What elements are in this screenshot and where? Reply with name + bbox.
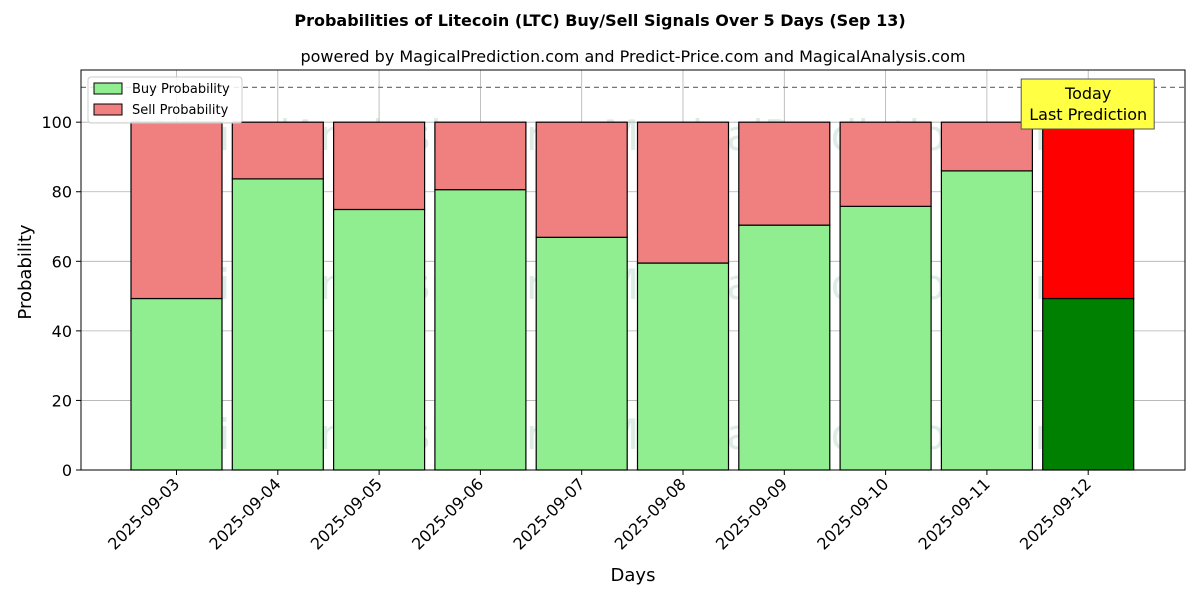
- sell-bar: [636, 121, 730, 264]
- legend-box: [87, 76, 243, 124]
- buy-bar: [738, 224, 831, 471]
- y-tick-label: 60: [52, 252, 72, 271]
- buy-bar: [535, 236, 628, 471]
- y-tick-label: 0: [62, 461, 72, 480]
- buy-bar: [1042, 297, 1135, 471]
- plot-area: MagicalAnalysis.comMagicalPrediction.com…: [41, 69, 1186, 554]
- buy-bar: [839, 205, 932, 471]
- x-tick-label: 2025-09-10: [813, 474, 892, 553]
- x-axis-label: Days: [611, 565, 656, 586]
- y-tick-label: 40: [52, 322, 72, 341]
- x-tick-label: 2025-09-03: [104, 474, 183, 553]
- x-tick-label: 2025-09-04: [205, 474, 284, 553]
- sell-bar: [1042, 121, 1135, 300]
- buy-bar: [940, 170, 1034, 471]
- buy-bar: [130, 297, 223, 471]
- y-tick-label: 80: [52, 183, 72, 202]
- sell-bar: [434, 121, 527, 191]
- x-tick-label: 2025-09-09: [712, 474, 791, 553]
- buy-bar: [434, 189, 527, 471]
- sell-bar: [839, 121, 932, 207]
- legend-swatch: [93, 103, 123, 116]
- sell-bar: [130, 121, 223, 300]
- annotation-text: Today: [1064, 84, 1111, 103]
- chart-title: Probabilities of Litecoin (LTC) Buy/Sell…: [294, 11, 905, 30]
- plot-frame: [80, 69, 1186, 471]
- sell-bar: [738, 121, 831, 226]
- y-tick-label: 20: [52, 391, 72, 410]
- annotation-box: [1020, 78, 1155, 130]
- legend-label: Sell Probability: [132, 103, 229, 118]
- sell-bar: [940, 121, 1034, 172]
- sell-bar: [535, 121, 628, 238]
- legend-swatch: [93, 82, 123, 95]
- y-tick-label: 100: [41, 113, 72, 132]
- y-axis-label: Probability: [15, 224, 36, 319]
- legend-label: Buy Probability: [132, 82, 230, 97]
- sell-bar: [231, 121, 324, 180]
- x-tick-label: 2025-09-12: [1016, 474, 1095, 553]
- buy-bar: [231, 178, 324, 471]
- buy-bar: [333, 208, 426, 471]
- x-tick-label: 2025-09-05: [307, 474, 386, 553]
- x-tick-label: 2025-09-06: [408, 474, 487, 553]
- x-tick-label: 2025-09-07: [509, 474, 588, 553]
- annotation-text: Last Prediction: [1029, 105, 1147, 124]
- chart-subtitle: powered by MagicalPrediction.com and Pre…: [300, 47, 965, 66]
- x-tick-label: 2025-09-08: [611, 474, 690, 553]
- buy-bar: [636, 262, 730, 471]
- x-tick-label: 2025-09-11: [915, 474, 994, 553]
- sell-bar: [333, 121, 426, 211]
